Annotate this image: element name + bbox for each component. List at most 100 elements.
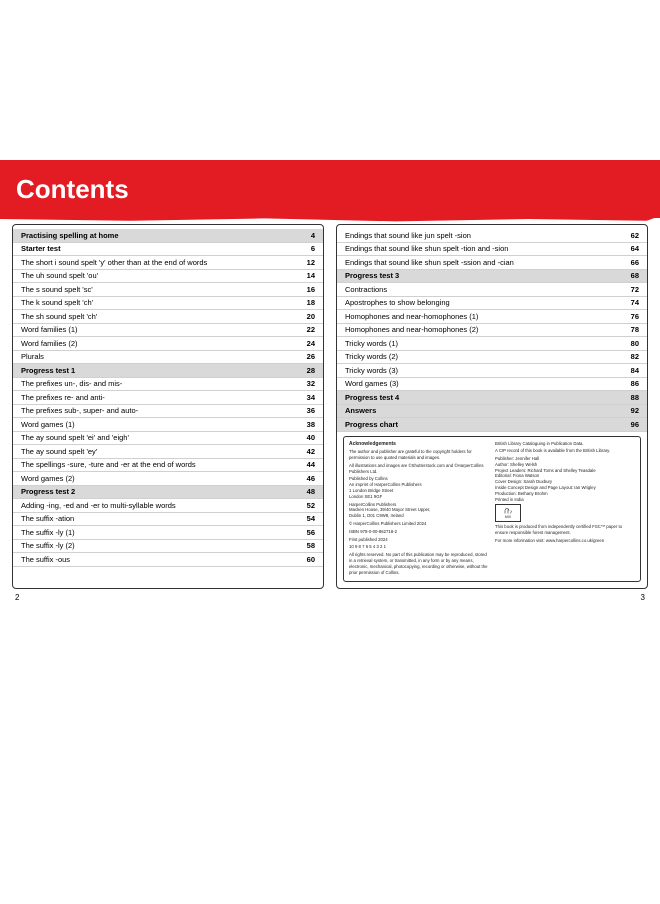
toc-row: The prefixes sub-, super- and auto-36 xyxy=(13,405,323,419)
toc-page-number: 14 xyxy=(301,271,315,280)
toc-label: Answers xyxy=(345,406,625,415)
toc-page-number: 64 xyxy=(625,244,639,253)
contents-spread: Practising spelling at home4Starter test… xyxy=(12,224,648,589)
toc-row: The suffix -ly (2)58 xyxy=(13,540,323,554)
toc-label: Word families (1) xyxy=(21,325,301,334)
toc-page-number: 36 xyxy=(301,406,315,415)
toc-label: Word games (1) xyxy=(21,420,301,429)
toc-page-number: 12 xyxy=(301,258,315,267)
toc-page-number: 58 xyxy=(301,541,315,550)
toc-page-number: 56 xyxy=(301,528,315,537)
toc-row: Starter test6 xyxy=(13,243,323,257)
toc-label: Tricky words (3) xyxy=(345,366,625,375)
toc-label: The prefixes un-, dis- and mis- xyxy=(21,379,301,388)
toc-label: The suffix -ation xyxy=(21,514,301,523)
acknowledgements-box: Acknowledgements The author and publishe… xyxy=(343,436,641,583)
toc-label: Endings that sound like shun spelt -ssio… xyxy=(345,258,625,267)
toc-row: Answers92 xyxy=(337,405,647,419)
toc-row: The sh sound spelt 'ch'20 xyxy=(13,310,323,324)
toc-row: Progress test 488 xyxy=(337,391,647,405)
toc-row: The short i sound spelt 'y' other than a… xyxy=(13,256,323,270)
toc-label: Endings that sound like jun spelt -sion xyxy=(345,231,625,240)
toc-row: The suffix -ation54 xyxy=(13,513,323,527)
toc-label: The suffix -ly (1) xyxy=(21,528,301,537)
toc-row: Progress test 128 xyxy=(13,364,323,378)
ack-paragraph: Published by Collins An imprint of Harpe… xyxy=(349,476,489,499)
toc-page-number: 18 xyxy=(301,298,315,307)
toc-row: Progress chart96 xyxy=(337,418,647,432)
toc-label: Word games (3) xyxy=(345,379,625,388)
toc-row: Progress test 248 xyxy=(13,486,323,500)
toc-row: Tricky words (1)80 xyxy=(337,337,647,351)
toc-label: The short i sound spelt 'y' other than a… xyxy=(21,258,301,267)
toc-row: Endings that sound like jun spelt -sion6… xyxy=(337,229,647,243)
toc-label: Progress test 1 xyxy=(21,366,301,375)
ack-paragraph: ISBN 978-0-00-862718-2 xyxy=(349,529,489,535)
ack-paragraph: This book is produced from independently… xyxy=(495,524,635,536)
toc-row: Word games (3)86 xyxy=(337,378,647,392)
toc-page-number: 28 xyxy=(301,366,315,375)
toc-row: The prefixes un-, dis- and mis-32 xyxy=(13,378,323,392)
ack-col-1: Acknowledgements The author and publishe… xyxy=(349,441,489,578)
right-page-number: 3 xyxy=(641,593,645,602)
toc-label: The ay sound spelt 'ei' and 'eigh' xyxy=(21,433,301,442)
toc-row: The suffix -ous60 xyxy=(13,553,323,567)
toc-label: Homophones and near-homophones (1) xyxy=(345,312,625,321)
toc-label: Progress test 4 xyxy=(345,393,625,402)
toc-label: Progress test 2 xyxy=(21,487,301,496)
toc-page-number: 6 xyxy=(305,244,315,253)
toc-row: Homophones and near-homophones (1)76 xyxy=(337,310,647,324)
toc-page-number: 76 xyxy=(625,312,639,321)
toc-label: The k sound spelt 'ch' xyxy=(21,298,301,307)
toc-label: Progress test 3 xyxy=(345,271,625,280)
toc-page-number: 72 xyxy=(625,285,639,294)
toc-page-number: 62 xyxy=(625,231,639,240)
toc-page-number: 92 xyxy=(625,406,639,415)
toc-page-number: 52 xyxy=(301,501,315,510)
left-page: Practising spelling at home4Starter test… xyxy=(12,224,324,589)
toc-row: The suffix -ly (1)56 xyxy=(13,526,323,540)
ack-col-2: British Library Cataloguing in Publicati… xyxy=(495,441,635,578)
ack-paragraph: HarperCollins Publishers Macken House, 3… xyxy=(349,502,489,519)
toc-page-number: 82 xyxy=(625,352,639,361)
toc-label: Adding -ing, -ed and -er to multi-syllab… xyxy=(21,501,301,510)
toc-row: The s sound spelt 'sc'16 xyxy=(13,283,323,297)
toc-label: Contractions xyxy=(345,285,625,294)
toc-row: Contractions72 xyxy=(337,283,647,297)
ack-paragraph: All illustrations and images are ©Shutte… xyxy=(349,463,489,475)
toc-page-number: 34 xyxy=(301,393,315,402)
toc-row: The ay sound spelt 'ey'42 xyxy=(13,445,323,459)
left-page-number: 2 xyxy=(15,593,19,602)
toc-page-number: 38 xyxy=(301,420,315,429)
toc-row: Endings that sound like shun spelt -tion… xyxy=(337,243,647,257)
toc-page-number: 54 xyxy=(301,514,315,523)
toc-page-number: 88 xyxy=(625,393,639,402)
toc-label: The suffix -ly (2) xyxy=(21,541,301,550)
toc-label: The uh sound spelt 'ou' xyxy=(21,271,301,280)
toc-label: Word families (2) xyxy=(21,339,301,348)
toc-row: Progress test 368 xyxy=(337,270,647,284)
toc-label: The spellings -sure, -ture and -er at th… xyxy=(21,460,301,469)
toc-label: The suffix -ous xyxy=(21,555,301,564)
toc-row: Tricky words (3)84 xyxy=(337,364,647,378)
toc-label: Homophones and near-homophones (2) xyxy=(345,325,625,334)
toc-page-number: 96 xyxy=(625,420,639,429)
fsc-mix: MIX xyxy=(505,515,511,520)
toc-label: Endings that sound like shun spelt -tion… xyxy=(345,244,625,253)
toc-page-number: 20 xyxy=(301,312,315,321)
toc-page-number: 68 xyxy=(625,271,639,280)
toc-page-number: 86 xyxy=(625,379,639,388)
toc-row: Word games (1)38 xyxy=(13,418,323,432)
page-title: Contents xyxy=(16,174,129,205)
toc-label: The prefixes re- and anti- xyxy=(21,393,301,402)
toc-page-number: 26 xyxy=(301,352,315,361)
toc-row: Homophones and near-homophones (2)78 xyxy=(337,324,647,338)
toc-row: Word families (2)24 xyxy=(13,337,323,351)
toc-row: Apostrophes to show belonging74 xyxy=(337,297,647,311)
ack-paragraph: A CIP record of this book is available f… xyxy=(495,448,635,454)
ack-paragraph: All rights reserved. No part of this pub… xyxy=(349,552,489,575)
toc-row: Plurals26 xyxy=(13,351,323,365)
toc-label: The sh sound spelt 'ch' xyxy=(21,312,301,321)
toc-row: Practising spelling at home4 xyxy=(13,229,323,243)
toc-row: Tricky words (2)82 xyxy=(337,351,647,365)
